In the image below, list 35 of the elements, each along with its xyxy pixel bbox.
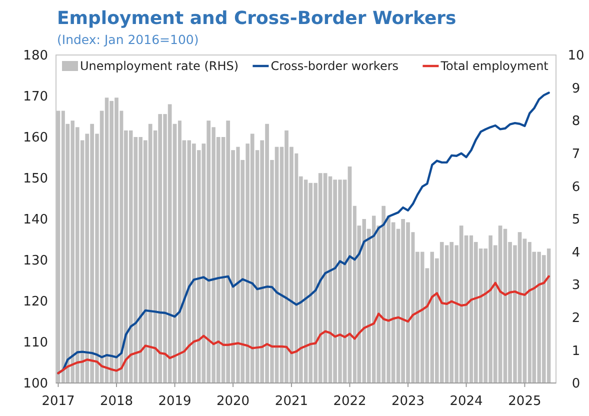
- y-tick-label: 140: [23, 212, 48, 228]
- y2-tick-label: 4: [572, 245, 580, 260]
- y2-tick-label: 5: [572, 212, 580, 228]
- y-tick-label: 180: [23, 48, 48, 64]
- y2-tick-label: 7: [572, 146, 580, 162]
- y-tick-label: 150: [23, 172, 48, 187]
- x-tick-label: 2024: [450, 394, 483, 409]
- y2-tick-label: 10: [568, 48, 584, 64]
- y-tick-label: 160: [23, 130, 48, 146]
- legend-label: Unemployment rate (RHS): [80, 59, 239, 74]
- y2-tick-label: 0: [572, 376, 580, 392]
- x-tick-label: 2017: [42, 394, 75, 409]
- x-tick-label: 2025: [508, 394, 542, 409]
- legend-label: Total employment: [440, 59, 549, 74]
- x-tick-label: 2023: [391, 394, 425, 409]
- line-series: [57, 275, 550, 374]
- y2-tick-label: 6: [572, 180, 580, 195]
- legend-label: Cross-border workers: [270, 59, 399, 74]
- chart-subtitle: (Index: Jan 2016=100): [57, 32, 199, 47]
- y-tick-label: 170: [23, 90, 48, 105]
- y-tick-label: 130: [23, 254, 48, 269]
- y2-tick-label: 9: [572, 81, 580, 96]
- y2-tick-label: 2: [572, 310, 580, 326]
- y-tick-label: 110: [23, 336, 48, 351]
- x-tick-label: 2022: [333, 394, 366, 409]
- x-tick-label: 2021: [274, 394, 308, 409]
- x-tick-label: 2018: [100, 394, 134, 409]
- y2-tick-label: 8: [572, 114, 580, 130]
- chart-title: Employment and Cross-Border Workers: [57, 8, 456, 29]
- y-tick-label: 100: [23, 376, 48, 392]
- x-tick-label: 2020: [216, 394, 250, 409]
- x-tick-label: 2019: [158, 394, 192, 409]
- y2-tick-label: 1: [572, 344, 580, 359]
- y2-tick-label: 3: [572, 278, 580, 294]
- y-tick-label: 120: [23, 294, 48, 310]
